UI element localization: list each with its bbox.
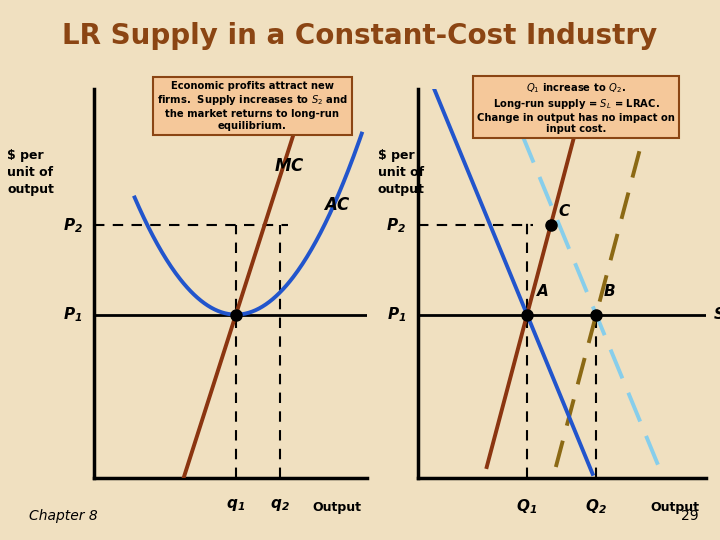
Text: Output: Output: [312, 501, 361, 514]
Text: $\bfit{Q_1}$: $\bfit{Q_1}$: [516, 497, 538, 516]
Text: LR Supply in a Constant-Cost Industry: LR Supply in a Constant-Cost Industry: [63, 22, 657, 50]
Text: Economic profits attract new
firms.  Supply increases to $S_2$ and
the market re: Economic profits attract new firms. Supp…: [157, 82, 348, 131]
Text: $\bfit{P_1}$: $\bfit{P_1}$: [63, 305, 83, 324]
Text: $\bfit{S_L}$: $\bfit{S_L}$: [713, 305, 720, 324]
Text: Output: Output: [651, 501, 700, 514]
Text: $\bfit{A}$: $\bfit{A}$: [536, 283, 549, 299]
Text: $\bfit{P_1}$: $\bfit{P_1}$: [387, 305, 406, 324]
Text: $\bfit{P_2}$: $\bfit{P_2}$: [386, 216, 406, 234]
Text: 29: 29: [681, 509, 698, 523]
Text: Chapter 8: Chapter 8: [29, 509, 97, 523]
Text: $\bfit{C}$: $\bfit{C}$: [558, 204, 571, 219]
Text: $Q_1$ increase to $Q_2$.
Long-run supply = $S_L$ = LRAC.
Change in output has no: $Q_1$ increase to $Q_2$. Long-run supply…: [477, 82, 675, 134]
Text: $\bfit{S_2}$: $\bfit{S_2}$: [632, 120, 654, 140]
Text: $\bfit{B}$: $\bfit{B}$: [603, 283, 616, 299]
Text: $\bfit{AC}$: $\bfit{AC}$: [323, 195, 351, 213]
Text: $\bfit{P_2}$: $\bfit{P_2}$: [63, 216, 83, 234]
Text: $\bfit{q_2}$: $\bfit{q_2}$: [270, 497, 289, 514]
Text: $\bfit{MC}$: $\bfit{MC}$: [274, 157, 305, 174]
Text: $\bfit{Q_2}$: $\bfit{Q_2}$: [585, 497, 607, 516]
Text: $\bfit{S_1}$: $\bfit{S_1}$: [552, 120, 573, 140]
Text: $ per
unit of
output: $ per unit of output: [378, 149, 425, 197]
Text: $\bfit{q_1}$: $\bfit{q_1}$: [226, 497, 246, 514]
Text: $ per
unit of
output: $ per unit of output: [7, 149, 54, 197]
